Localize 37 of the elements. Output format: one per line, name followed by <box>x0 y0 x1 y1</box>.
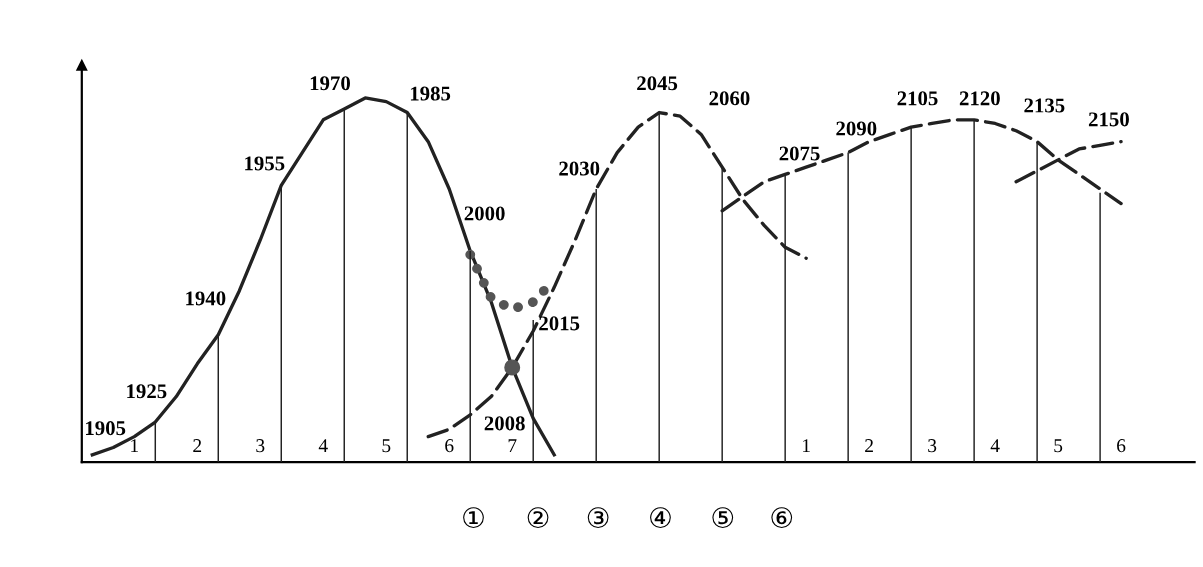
text: ⑥ <box>771 507 793 528</box>
text: ③ <box>587 507 609 528</box>
x-tick-label: 4 <box>990 439 1000 452</box>
x-tick-label: 2 <box>193 439 202 452</box>
x-tick-label: 3 <box>256 439 265 453</box>
x-tick-label: 1 <box>803 439 810 452</box>
text: ② <box>527 507 549 528</box>
x-tick-label: 3 <box>928 439 937 453</box>
annotation: 1940 <box>186 291 226 306</box>
annotation: 2030 <box>559 161 600 176</box>
annotation: 2000 <box>464 206 505 221</box>
annotation: 2090 <box>836 121 877 136</box>
text: 2045 <box>637 76 678 91</box>
x-tick-label: 6 <box>1117 439 1126 453</box>
annotation: 1925 <box>127 384 167 399</box>
annotation: 2075 <box>779 146 820 161</box>
annotation: 2060 <box>709 91 750 106</box>
x-tick-label: 5 <box>1054 439 1063 453</box>
text: ① <box>463 507 484 528</box>
annotation: 1985 <box>410 86 451 101</box>
annotation: 2135 <box>1024 98 1065 113</box>
text: 1970 <box>310 76 350 91</box>
annotation: 2120 <box>959 91 1000 106</box>
annotation: 2105 <box>897 91 938 106</box>
x-tick-label: 5 <box>382 439 391 453</box>
x-tick-label: 6 <box>445 439 454 453</box>
text: ⑤ <box>712 507 734 528</box>
x-tick-label: 2 <box>865 439 873 452</box>
annotation: 2015 <box>539 316 580 331</box>
annotation: 2150 <box>1088 112 1129 127</box>
x-tick-label: 7 <box>508 439 517 452</box>
annotation: 1905 <box>86 421 126 436</box>
annotation: 1955 <box>245 156 285 171</box>
text: ④ <box>650 507 671 528</box>
annotation: 2008 <box>484 416 525 431</box>
x-tick-label: 1 <box>131 439 138 452</box>
x-tick-label: 4 <box>318 439 328 452</box>
